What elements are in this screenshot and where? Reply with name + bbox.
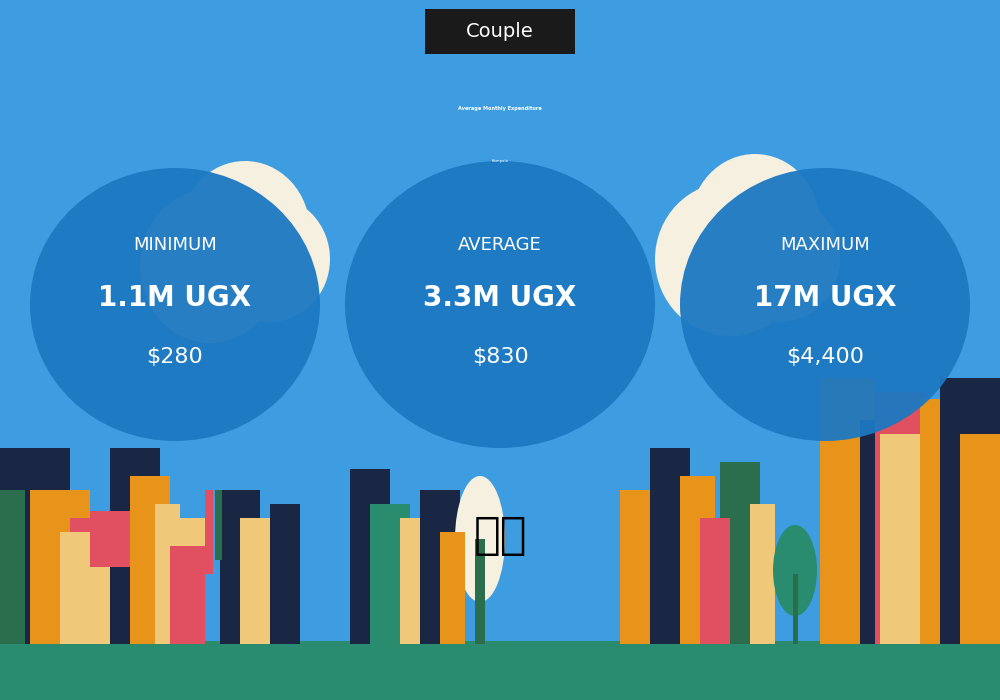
Text: 🇺🇬: 🇺🇬 (473, 514, 527, 557)
Text: Couple: Couple (466, 22, 534, 41)
Ellipse shape (680, 168, 970, 441)
Bar (620, 490, 660, 644)
Bar (700, 518, 730, 644)
Text: MINIMUM: MINIMUM (133, 236, 217, 254)
Bar (240, 518, 280, 644)
Ellipse shape (140, 189, 280, 343)
Text: MAXIMUM: MAXIMUM (780, 236, 870, 254)
Bar (155, 504, 180, 644)
Bar (205, 490, 213, 574)
FancyBboxPatch shape (0, 640, 1000, 700)
Bar (170, 525, 205, 644)
Ellipse shape (690, 154, 820, 294)
Bar (875, 392, 925, 644)
Bar (440, 532, 465, 644)
Bar (270, 504, 300, 644)
Ellipse shape (720, 196, 840, 322)
Ellipse shape (345, 161, 655, 448)
Bar (880, 434, 920, 644)
Bar (720, 462, 760, 644)
Bar (475, 539, 485, 644)
Bar (680, 476, 715, 644)
Bar (0, 490, 25, 644)
Bar (370, 504, 410, 644)
Ellipse shape (773, 525, 817, 616)
Bar (130, 476, 170, 644)
Ellipse shape (655, 182, 805, 336)
Bar (793, 574, 798, 644)
Bar (90, 511, 130, 567)
Bar (650, 448, 690, 644)
Text: AVERAGE: AVERAGE (458, 236, 542, 254)
Bar (750, 504, 775, 644)
Text: $280: $280 (147, 347, 203, 367)
Bar (220, 490, 260, 644)
Bar (30, 490, 90, 644)
Text: 3.3M UGX: 3.3M UGX (423, 284, 577, 312)
Text: 17M UGX: 17M UGX (754, 284, 896, 312)
Text: 1.1M UGX: 1.1M UGX (98, 284, 252, 312)
Bar (60, 532, 110, 644)
Text: $830: $830 (472, 347, 528, 367)
Bar (215, 490, 222, 560)
Bar (860, 420, 885, 644)
Bar (940, 378, 1000, 644)
Text: Kampala: Kampala (492, 159, 509, 163)
FancyBboxPatch shape (425, 8, 575, 55)
Text: $4,400: $4,400 (786, 347, 864, 367)
Ellipse shape (210, 196, 330, 322)
Bar (960, 434, 1000, 644)
Text: Average Monthly Expenditure: Average Monthly Expenditure (458, 106, 542, 111)
Bar (820, 378, 875, 644)
Bar (70, 518, 110, 644)
Ellipse shape (30, 168, 320, 441)
Bar (170, 518, 205, 546)
Bar (400, 518, 435, 644)
Bar (110, 448, 160, 644)
Bar (920, 399, 960, 644)
Bar (350, 469, 390, 644)
Bar (420, 490, 460, 644)
Ellipse shape (180, 161, 310, 301)
Bar (0, 448, 70, 644)
Ellipse shape (455, 476, 505, 602)
